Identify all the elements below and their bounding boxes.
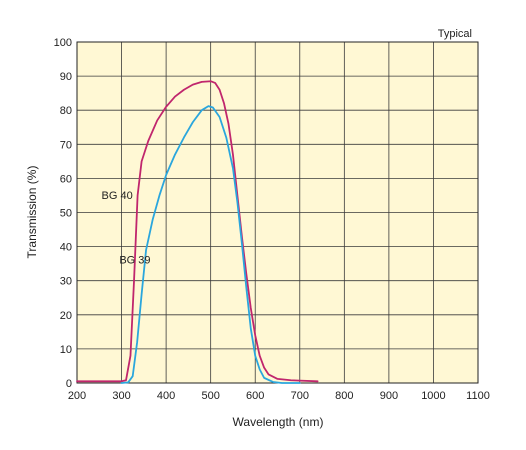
x-tick-label: 600 [246, 390, 264, 402]
tick-labels: 200 300 400 500 600 700 800 900 1000 1100 0 10 20 30 4… [54, 37, 490, 402]
series-line-bg-40 [76, 80, 319, 383]
x-tick-label: 1100 [466, 390, 490, 402]
series-lines [76, 80, 319, 384]
x-tick-label: 200 [68, 390, 86, 402]
x-tick-label: 900 [380, 390, 398, 402]
x-tick-label: 400 [157, 390, 175, 402]
y-tick-label: 30 [60, 276, 72, 288]
x-tick-label: 700 [291, 390, 309, 402]
x-axis-label: Wavelength (nm) [233, 415, 324, 429]
y-tick-label: 50 [60, 208, 72, 220]
x-tick-label: 800 [335, 390, 353, 402]
series-label: BG 39 [119, 255, 150, 267]
y-tick-label: 0 [66, 378, 72, 390]
typical-annotation: Typical [438, 28, 472, 40]
y-tick-label: 10 [60, 344, 72, 356]
series-label: BG 40 [102, 190, 133, 202]
y-tick-label: 80 [60, 105, 72, 117]
x-tick-label: 1000 [421, 390, 445, 402]
x-tick-label: 300 [112, 390, 130, 402]
y-tick-label: 90 [60, 71, 72, 83]
series-line-bg-39 [120, 105, 301, 384]
y-tick-label: 40 [60, 242, 72, 254]
y-tick-label: 20 [60, 310, 72, 322]
x-tick-label: 500 [201, 390, 219, 402]
y-tick-label: 60 [60, 173, 72, 185]
y-tick-label: 100 [54, 37, 72, 49]
y-tick-label: 70 [60, 139, 72, 151]
chart-labels: Typical Wavelength (nm) Transmission (%)… [25, 28, 472, 429]
y-axis-label: Transmission (%) [25, 166, 39, 259]
